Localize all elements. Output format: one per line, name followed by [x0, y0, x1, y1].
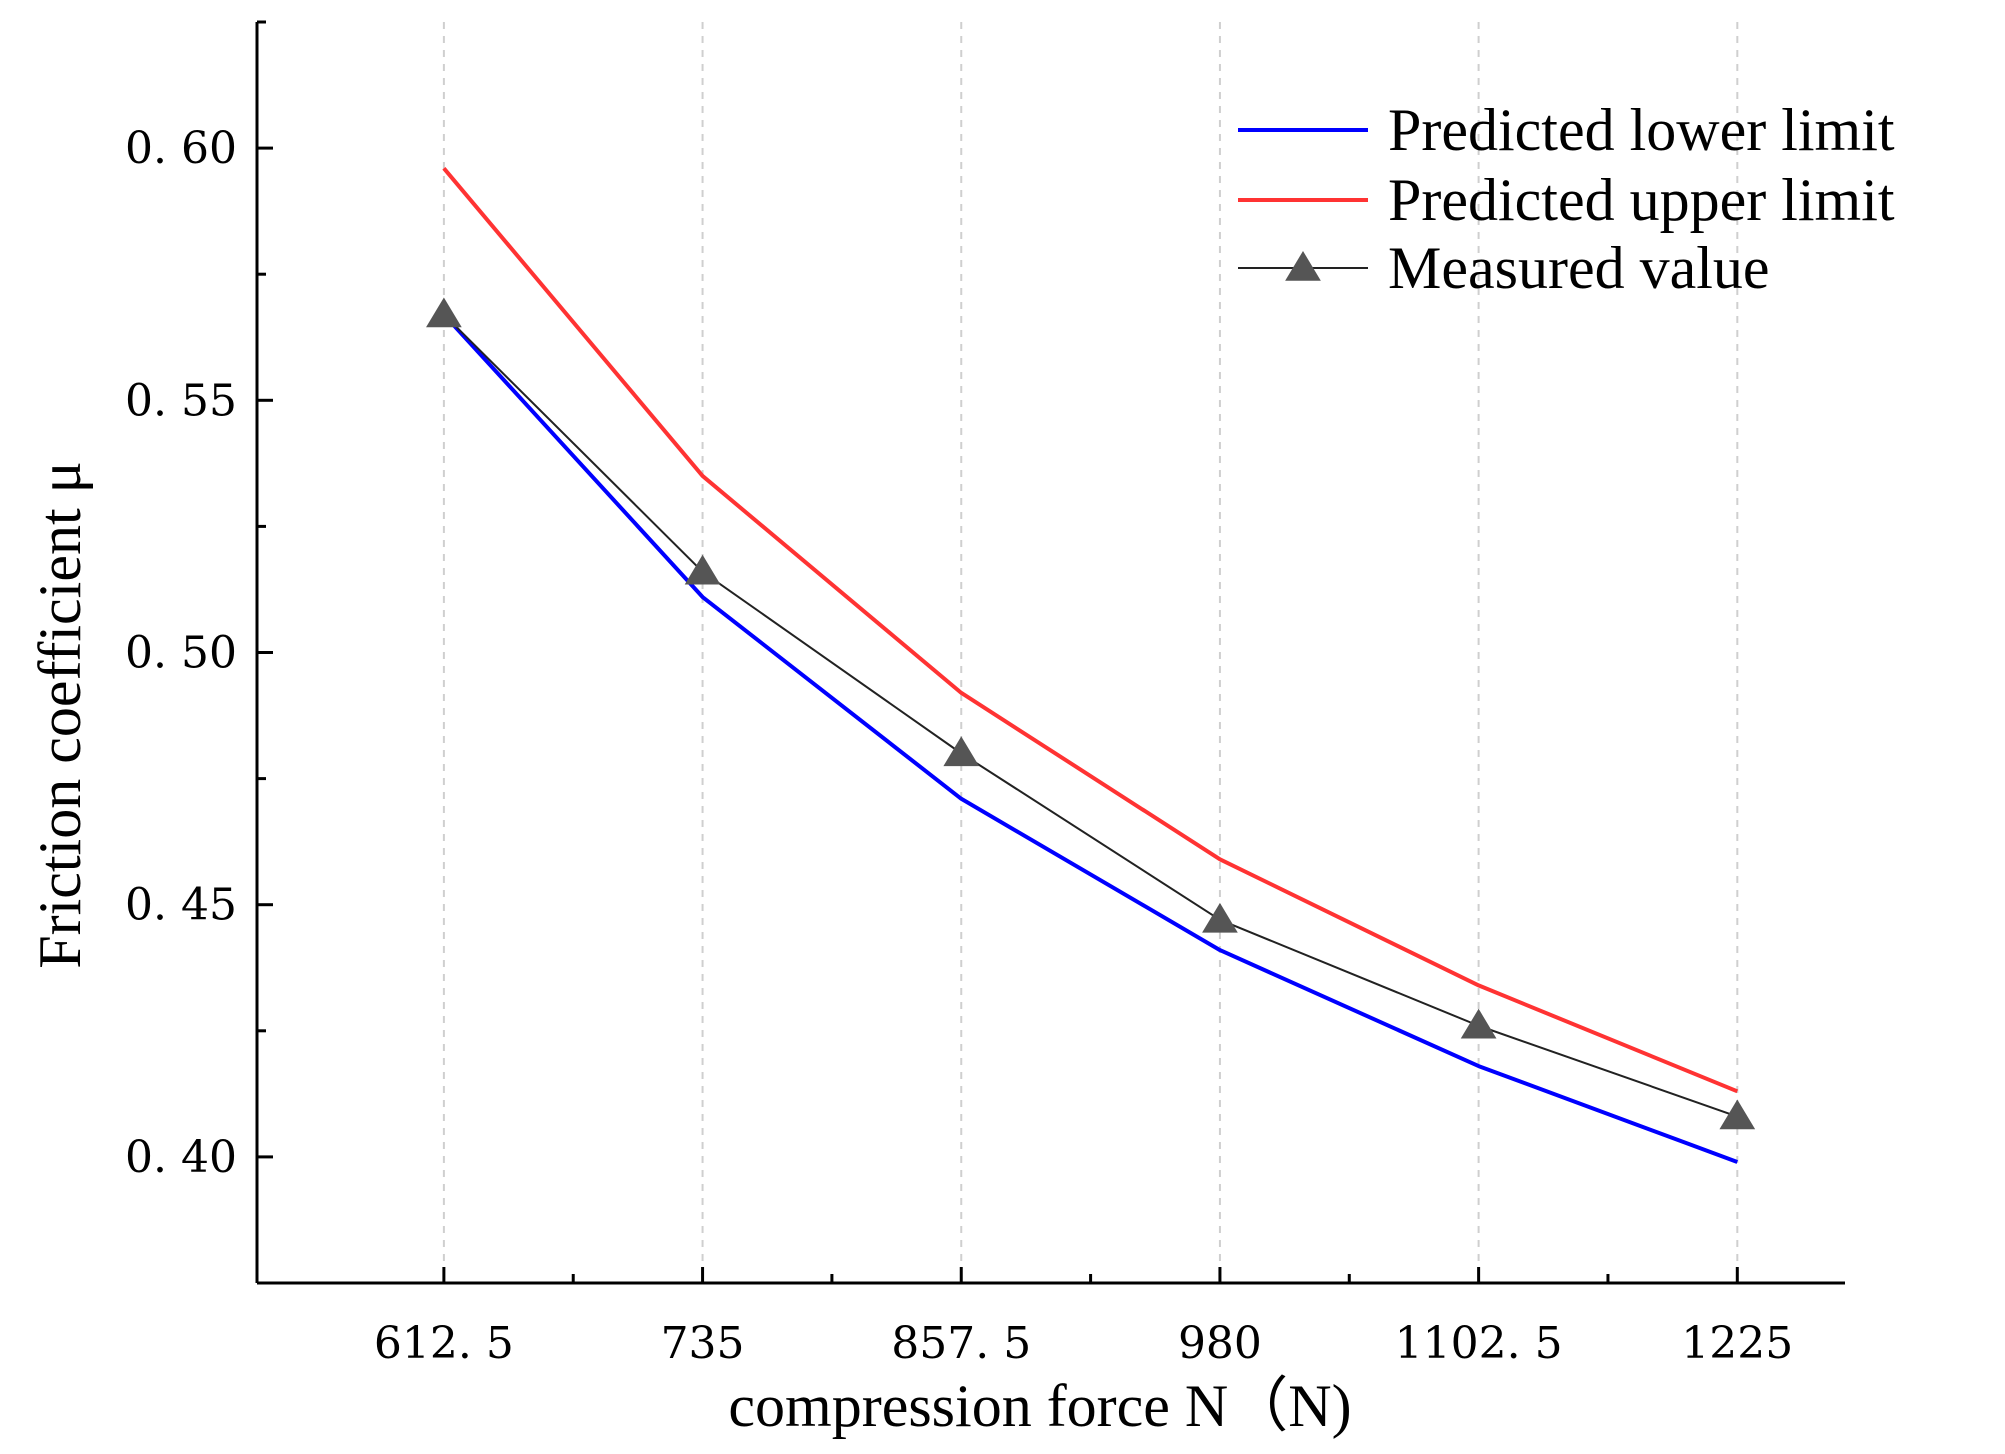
series: [426, 166, 1756, 1164]
y-tick-label: 0. 55: [125, 375, 237, 426]
legend-swatch-marker: [1285, 251, 1321, 281]
x-tick-label: 980: [1178, 1318, 1262, 1369]
y-tick-label: 0. 50: [125, 628, 237, 679]
series-line: [442, 166, 1739, 1094]
y-axis-title: Friction coefficient μ: [27, 461, 93, 969]
x-tick-label: 1225: [1681, 1318, 1793, 1369]
data-point-marker: [943, 736, 980, 767]
data-point-marker: [426, 297, 462, 328]
legend-label: Predicted upper limit: [1388, 167, 1895, 233]
x-tick-label: 735: [661, 1318, 745, 1369]
y-tick-label: 0. 45: [125, 880, 237, 931]
data-point-marker: [684, 554, 721, 585]
x-tick-label: 612. 5: [374, 1318, 514, 1369]
data-point-marker: [1719, 1099, 1756, 1130]
series-line: [443, 313, 1738, 1118]
y-tick-label: 0. 60: [125, 123, 237, 174]
tick-labels: 612. 5 735 857. 5 980 1102. 5 1225 0. 40 0. 45 0…: [125, 123, 1793, 1369]
ticks: [257, 20, 1739, 1285]
x-axis-title: compression force N（N): [728, 1373, 1351, 1439]
data-point-marker: [1460, 1008, 1497, 1039]
data-point-marker: [1202, 902, 1238, 933]
grid: [442, 22, 1739, 1283]
x-tick-label: 1102. 5: [1395, 1318, 1563, 1369]
legend-label: Predicted lower limit: [1388, 97, 1895, 163]
legend-label: Measured value: [1388, 235, 1770, 301]
series-line: [442, 313, 1738, 1164]
y-tick-label: 0. 40: [125, 1132, 237, 1183]
x-tick-label: 857. 5: [891, 1318, 1031, 1369]
